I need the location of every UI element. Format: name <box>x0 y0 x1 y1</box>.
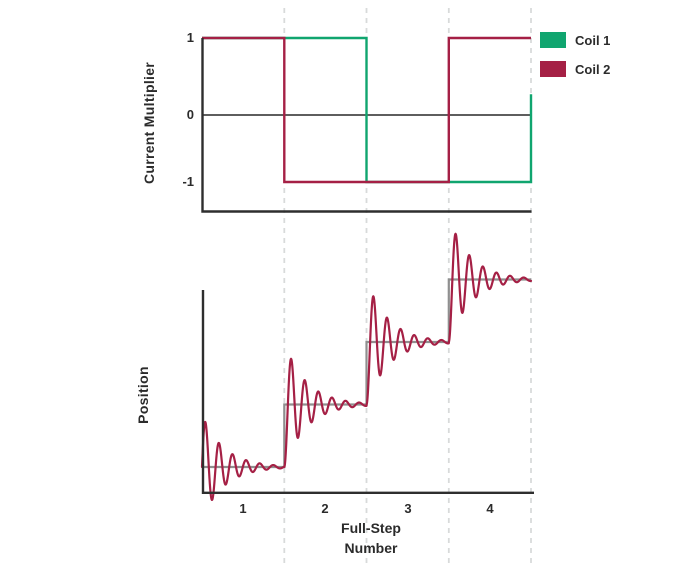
coil2-color-swatch <box>540 61 566 77</box>
current-chart-series-group <box>202 36 533 184</box>
commanded-position-staircase <box>202 278 531 469</box>
current-chart-ylabel: Current Multiplier <box>141 61 157 185</box>
coil1-legend-label: Coil 1 <box>575 32 611 48</box>
position-chart-ylabel: Position <box>135 366 151 424</box>
coil1-color-swatch <box>540 32 566 48</box>
current-chart-axes <box>201 38 532 213</box>
actual-position-ringing-curve <box>200 232 533 502</box>
ytick-minus1: -1 <box>182 174 194 189</box>
xlabel-line1: Full-Step <box>341 520 401 536</box>
ytick-zero: 0 <box>186 107 194 122</box>
legend-item-coil2: Coil 2 <box>540 61 610 77</box>
coil2-legend-label: Coil 2 <box>575 61 611 77</box>
position-chart-series-group <box>200 232 533 502</box>
position-chart-axes <box>201 290 534 494</box>
xtick-4: 4 <box>486 501 494 516</box>
fullstep-gridlines-group <box>283 8 532 566</box>
coil1-waveform-line <box>202 36 533 184</box>
xtick-1: 1 <box>239 501 247 516</box>
xtick-2: 2 <box>321 501 329 516</box>
xlabel-line2: Number <box>344 540 398 556</box>
legend: Coil 1 Coil 2 <box>540 32 610 77</box>
ytick-plus1: 1 <box>186 30 194 45</box>
legend-item-coil1: Coil 1 <box>540 32 610 48</box>
position-chart-xlabel: Full-Step Number <box>291 518 451 558</box>
coil2-waveform-line <box>202 36 531 184</box>
xtick-3: 3 <box>404 501 412 516</box>
